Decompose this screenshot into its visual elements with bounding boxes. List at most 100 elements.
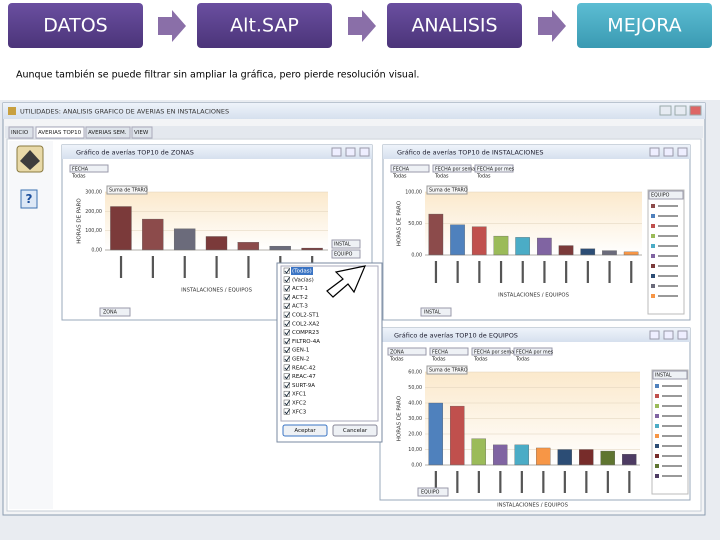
- legend-swatch: [655, 384, 659, 388]
- window-control[interactable]: [659, 105, 672, 116]
- checkmark: [284, 382, 290, 389]
- filter-item[interactable]: XFC1: [292, 392, 306, 398]
- bar: [237, 242, 260, 251]
- help-icon-glyph: ?: [26, 192, 33, 206]
- category-tick-glyph: [499, 261, 503, 283]
- filter-label: FECHA por mes: [516, 349, 554, 355]
- bar: [450, 405, 465, 466]
- panel-control[interactable]: [649, 147, 660, 157]
- category-tick-glyph: [608, 261, 611, 283]
- y-tick-label: 50,00: [408, 385, 422, 391]
- filter-item[interactable]: ACT-3: [292, 304, 308, 310]
- filter-item[interactable]: SURT-9A: [292, 383, 315, 389]
- filter-field[interactable]: [513, 347, 553, 356]
- panel-control[interactable]: [663, 147, 674, 157]
- panel-control[interactable]: [331, 147, 342, 157]
- filter-field[interactable]: [432, 164, 472, 173]
- filter-field[interactable]: [474, 164, 514, 173]
- step-label: Alt.SAP: [230, 15, 299, 37]
- panel-control[interactable]: [345, 147, 356, 157]
- tab[interactable]: [131, 126, 153, 139]
- filter-item[interactable]: XFC3: [292, 409, 307, 415]
- filter-value: Todas: [71, 174, 86, 180]
- bar: [537, 237, 552, 256]
- legend-text-glyph: [658, 205, 678, 207]
- filter-field[interactable]: [69, 164, 109, 173]
- window-control[interactable]: [674, 105, 687, 116]
- filter-item[interactable]: ACT-1: [292, 286, 308, 292]
- field-button[interactable]: [420, 307, 452, 317]
- legend-text-glyph: [658, 245, 678, 247]
- help-icon[interactable]: [20, 189, 38, 209]
- filter-field[interactable]: [390, 164, 430, 173]
- window-control[interactable]: [689, 105, 702, 116]
- filter-item[interactable]: REAC-47: [292, 374, 316, 380]
- tab[interactable]: [35, 126, 85, 139]
- legend-swatch: [651, 224, 655, 228]
- legend-header[interactable]: [652, 370, 688, 380]
- step-label: DATOS: [43, 15, 107, 37]
- cursor: [326, 265, 366, 298]
- bar: [493, 444, 508, 466]
- filter-field[interactable]: [471, 347, 511, 356]
- category-tick-glyph: [477, 471, 480, 493]
- panel-title: Gráfico de averías TOP10 de INSTALACIONE…: [397, 149, 543, 157]
- filter-item[interactable]: REAC-42: [292, 365, 316, 371]
- bar: [579, 449, 594, 466]
- filter-value: Todas: [476, 174, 491, 180]
- side-button[interactable]: [331, 249, 361, 259]
- filter-item[interactable]: (Vacías): [292, 276, 314, 283]
- y-axis-label: HORAS DE PARO: [397, 395, 403, 441]
- panel-control[interactable]: [677, 147, 688, 157]
- filter-item[interactable]: COL2-XA2: [292, 321, 319, 327]
- filter-item[interactable]: GEN-2: [292, 357, 309, 363]
- filter-field[interactable]: [429, 347, 469, 356]
- filter-item[interactable]: (Todas): [292, 269, 312, 275]
- checkmark: [284, 365, 290, 371]
- field-button[interactable]: [417, 487, 449, 497]
- popup-button[interactable]: [332, 424, 378, 437]
- legend-header[interactable]: [648, 190, 684, 200]
- bar: [142, 218, 164, 251]
- category-tick-glyph: [606, 471, 609, 493]
- popup-button[interactable]: [282, 424, 328, 437]
- legend-swatch: [655, 404, 659, 408]
- step-label: MEJORA: [607, 15, 681, 37]
- legend-text-glyph: [662, 405, 682, 407]
- tab[interactable]: [85, 126, 131, 139]
- y-axis-label: HORAS DE PARO: [397, 200, 403, 246]
- window-title: UTILIDADES: ANALISIS GRAFICO DE AVERIAS …: [20, 108, 229, 116]
- filter-field[interactable]: [387, 347, 427, 356]
- category-tick-glyph: [630, 261, 633, 283]
- filter-item[interactable]: COL2-ST1: [292, 313, 319, 319]
- filter-item[interactable]: ACT-2: [292, 295, 308, 301]
- filter-item[interactable]: FILTRO-4A: [292, 339, 320, 345]
- filter-item[interactable]: XFC2: [292, 401, 306, 407]
- tab-label: INICIO: [11, 130, 29, 136]
- tab-label: AVERIAS SEM.: [88, 130, 127, 136]
- panel-control[interactable]: [649, 330, 660, 340]
- tab[interactable]: [8, 126, 34, 139]
- filter-item[interactable]: COMPR23: [292, 330, 320, 336]
- category-tick-glyph: [183, 256, 186, 278]
- legend-text-glyph: [662, 465, 682, 467]
- panel-titlebar: [380, 328, 690, 342]
- category-tick-glyph: [247, 256, 250, 278]
- filter-item[interactable]: GEN-1: [292, 348, 309, 354]
- measure-label: Suma de TPARO: [429, 368, 468, 374]
- checkmark: [284, 409, 290, 415]
- panel-title: Gráfico de averías TOP10 de ZONAS: [76, 149, 194, 157]
- y-axis-label: HORAS DE PARO: [77, 198, 83, 244]
- field-button-label: INSTAL: [424, 310, 441, 316]
- panel-control[interactable]: [359, 147, 370, 157]
- legend-text-glyph: [662, 455, 682, 457]
- y-tick-label: 20,00: [408, 432, 422, 438]
- panel-control[interactable]: [663, 330, 674, 340]
- field-button[interactable]: [99, 307, 131, 317]
- legend-text-glyph: [658, 295, 678, 297]
- checkmark: [284, 312, 290, 318]
- bar: [428, 402, 443, 466]
- legend-text-glyph: [658, 285, 678, 287]
- panel-control[interactable]: [677, 330, 688, 340]
- side-button[interactable]: [331, 239, 361, 249]
